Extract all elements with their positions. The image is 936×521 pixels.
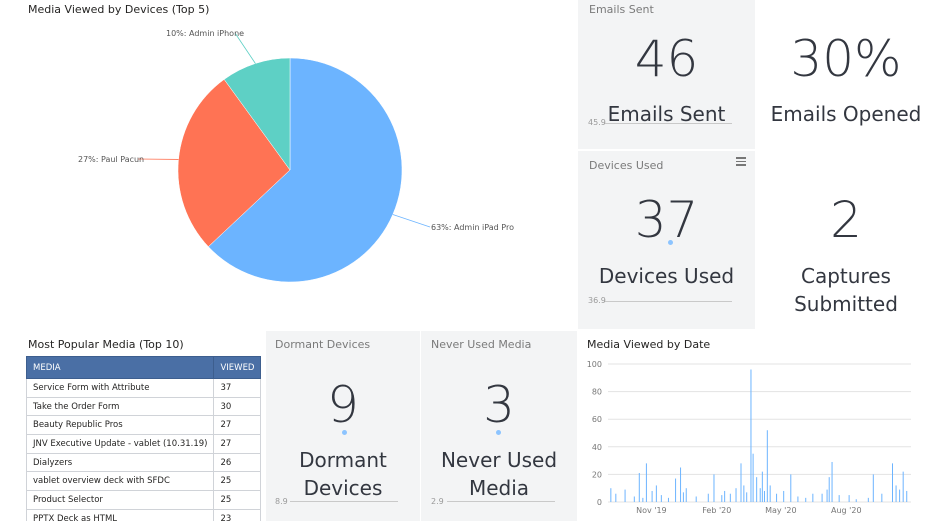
table-row[interactable]: Take the Order Form 30 <box>25 396 262 417</box>
viewed-cell: 26 <box>213 452 262 473</box>
emails-sent-ref-line <box>604 123 732 124</box>
y-tick-label: 100 <box>587 360 602 369</box>
dormant-devices-label-line2: Devices <box>303 476 383 500</box>
media-cell: Service Form with Attribute <box>25 378 215 398</box>
never-used-ref-line <box>447 501 555 502</box>
media-cell: PPTX Deck as HTML <box>25 508 215 521</box>
emails-opened-value: 30% <box>790 30 902 88</box>
date-chart-panel: Media Viewed by Date 0 20 40 60 80 100 Nov '1… <box>578 331 936 521</box>
captures-label-line1: Captures <box>801 264 891 288</box>
media-cell: JNV Executive Update - vablet (10.31.19) <box>25 434 215 454</box>
media-cell: Beauty Republic Pros <box>25 415 215 436</box>
date-chart-title: Media Viewed by Date <box>587 338 711 351</box>
emails-sent-label: Emails Sent <box>607 102 726 126</box>
captures-card[interactable]: 2 Captures Submitted <box>756 151 936 329</box>
column-header-media[interactable]: MEDIA <box>25 356 215 379</box>
media-cell: Take the Order Form <box>25 396 215 417</box>
viewed-cell: 27 <box>213 434 262 454</box>
emails-sent-card[interactable]: Emails Sent 46 Emails Sent 45.9 <box>578 0 755 149</box>
media-cell: Dialyzers <box>25 452 215 473</box>
table-row[interactable]: Dialyzers 26 <box>25 452 262 473</box>
table-row[interactable]: vablet overview deck with SFDC 25 <box>25 471 262 492</box>
y-tick-label: 60 <box>592 415 602 424</box>
devices-used-card[interactable]: Devices Used 37 Devices Used 36.9 <box>578 151 755 329</box>
more-options-icon[interactable] <box>736 157 746 168</box>
pie-label-paul: 27%: Paul Pacun <box>78 155 144 164</box>
dormant-ref-label: 8.9 <box>275 497 288 506</box>
never-used-media-value: 3 <box>483 376 515 434</box>
never-used-media-label-line2: Media <box>468 476 530 500</box>
pie-slice-paul[interactable] <box>177 79 291 248</box>
table-row[interactable]: JNV Executive Update - vablet (10.31.19)… <box>25 434 262 454</box>
viewed-cell: 25 <box>213 471 262 492</box>
never-used-media-card[interactable]: Never Used Media 3 Never Used Media 2.9 <box>421 331 577 521</box>
dormant-devices-value: 9 <box>327 376 359 434</box>
devices-used-dot <box>668 240 673 245</box>
media-cell: vablet overview deck with SFDC <box>25 471 215 492</box>
never-used-media-dot <box>496 430 501 435</box>
dormant-ref-line <box>290 501 398 502</box>
y-tick-label: 40 <box>592 443 602 452</box>
table-row[interactable]: Service Form with Attribute 37 <box>25 378 262 398</box>
pie-panel: Media Viewed by Devices (Top 5) 63%: Adm… <box>0 0 577 330</box>
table-row[interactable]: Beauty Republic Pros 27 <box>25 415 262 436</box>
date-chart: 0 20 40 60 80 100 Nov '19 Feb '20 May '20 Aug '2… <box>587 360 911 515</box>
devices-used-value: 37 <box>634 191 699 249</box>
y-tick-label: 20 <box>592 470 602 479</box>
emails-opened-label: Emails Opened <box>770 102 922 126</box>
media-cell: Product Selector <box>25 490 215 510</box>
never-used-media-label-line1: Never Used <box>440 448 558 472</box>
dormant-devices-label-line1: Dormant <box>299 448 387 472</box>
emails-opened-card[interactable]: 30% Emails Opened <box>756 0 936 149</box>
pie-chart: 63%: Admin iPad Pro 27%: Paul Pacun 10%:… <box>78 29 514 283</box>
popular-media-title: Most Popular Media (Top 10) <box>28 338 184 351</box>
pie-slice-ipad-leader <box>392 214 431 228</box>
emails-sent-ref-label: 45.9 <box>588 118 606 127</box>
x-tick-label: Nov '19 <box>636 506 667 515</box>
emails-sent-value: 46 <box>634 30 699 88</box>
pie-title: Media Viewed by Devices (Top 5) <box>28 3 210 16</box>
never-used-media-title: Never Used Media <box>431 338 532 351</box>
popular-media-table: MEDIA VIEWED Service Form with Attribute… <box>25 356 262 521</box>
devices-used-ref-line <box>604 301 732 302</box>
viewed-cell: 30 <box>213 396 262 417</box>
table-row[interactable]: PPTX Deck as HTML 23 <box>25 508 262 521</box>
table-header-row: MEDIA VIEWED <box>25 356 262 379</box>
x-tick-label: May '20 <box>765 506 796 515</box>
pie-label-iphone: 10%: Admin iPhone <box>166 29 244 38</box>
x-tick-label: Aug '20 <box>831 506 862 515</box>
captures-label-line2: Submitted <box>794 292 898 316</box>
viewed-cell: 23 <box>213 508 262 521</box>
pie-slice-ipad[interactable] <box>208 57 403 283</box>
captures-value: 2 <box>830 191 862 249</box>
y-tick-label: 80 <box>592 388 602 397</box>
pie-label-ipad: 63%: Admin iPad Pro <box>431 223 514 232</box>
viewed-cell: 25 <box>213 490 262 510</box>
viewed-cell: 37 <box>213 378 262 398</box>
devices-used-label: Devices Used <box>598 264 735 288</box>
column-header-viewed[interactable]: VIEWED <box>213 356 262 379</box>
devices-used-title: Devices Used <box>589 159 664 172</box>
y-tick-label: 0 <box>597 498 602 507</box>
dormant-devices-dot <box>342 430 347 435</box>
dormant-devices-card[interactable]: Dormant Devices 9 Dormant Devices 8.9 <box>266 331 420 521</box>
pie-slice-iphone-leader <box>234 32 256 64</box>
dormant-devices-title: Dormant Devices <box>275 338 371 351</box>
table-row[interactable]: Product Selector 25 <box>25 490 262 510</box>
devices-used-ref-label: 36.9 <box>588 296 606 305</box>
emails-sent-title: Emails Sent <box>589 3 654 16</box>
x-tick-label: Feb '20 <box>702 506 731 515</box>
viewed-cell: 27 <box>213 415 262 436</box>
never-used-ref-label: 2.9 <box>431 497 444 506</box>
